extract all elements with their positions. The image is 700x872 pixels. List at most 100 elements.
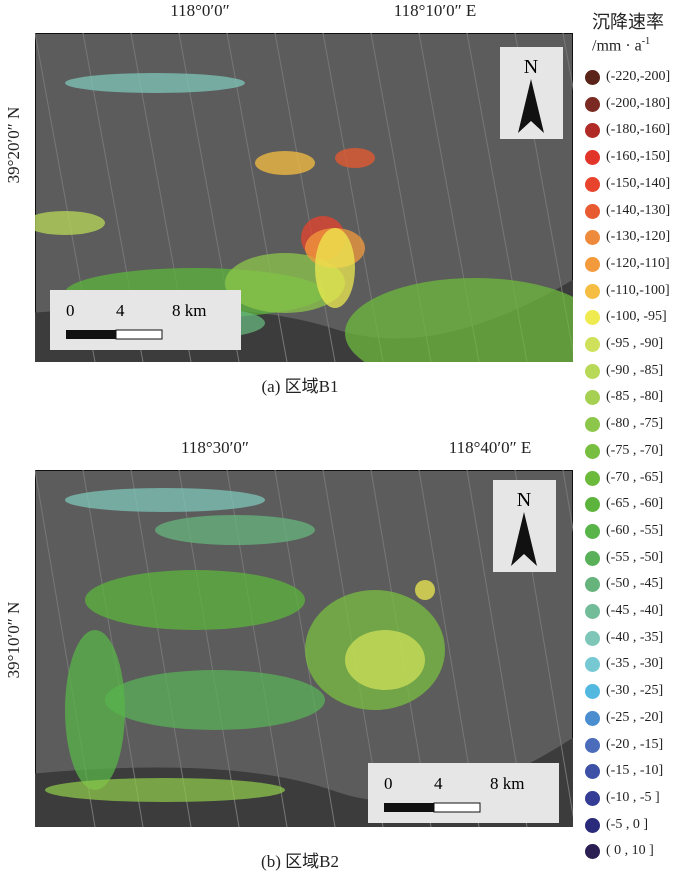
deformation-area (315, 228, 355, 308)
scale-box (368, 763, 559, 823)
scale-label: 8 km (172, 301, 206, 320)
legend-label: (-35 , -30] (606, 656, 664, 672)
scale-label: 0 (384, 774, 393, 793)
legend-label: (-65 , -60] (606, 496, 664, 512)
legend-label: (-70 , -65] (606, 469, 664, 485)
legend-swatch (585, 497, 600, 513)
legend-swatch (585, 256, 600, 272)
legend-swatch (585, 230, 600, 246)
north-label: N (524, 56, 538, 78)
map-image: N 0 4 8 km (35, 33, 573, 362)
legend-swatch (585, 176, 600, 192)
deformation-area (345, 630, 425, 690)
longitude-label: 118°10′0″ E (393, 1, 477, 20)
legend-label: (-120,-110] (606, 255, 670, 271)
legend-label: (-30 , -25] (606, 683, 664, 699)
legend-swatch (585, 844, 600, 860)
legend-swatch (585, 577, 600, 593)
unit-exponent: -1 (641, 36, 651, 47)
legend-label: (-100, -95] (606, 309, 667, 325)
deformation-area (335, 148, 375, 168)
panel-caption: (a) 区域B1 (261, 377, 339, 396)
legend-label: (-110,-100] (606, 282, 670, 298)
legend-swatch (585, 604, 600, 619)
deformation-area (255, 151, 315, 175)
scale-label: 0 (66, 301, 75, 320)
legend-swatch (585, 390, 600, 406)
north-arrow: N (500, 47, 563, 139)
legend-label: (-95 , -90] (606, 336, 664, 351)
longitude-label: 118°0′0″ (170, 1, 230, 20)
legend-label: (-200,-180] (606, 95, 671, 111)
legend-label: (-75 , -70] (606, 442, 664, 458)
legend-swatch (585, 657, 600, 673)
legend-label: (-55 , -50] (606, 549, 664, 565)
legend-label: (-45 , -40] (606, 603, 664, 618)
scale-bar-white (115, 329, 163, 340)
legend-swatch (585, 337, 600, 352)
legend-unit: /mm · a-1 (592, 36, 650, 55)
legend-swatch (585, 150, 600, 166)
deformation-area (105, 670, 325, 730)
legend-label: (-130,-120] (606, 229, 671, 245)
legend-swatch (585, 790, 600, 806)
north-arrow: N (493, 480, 556, 572)
deformation-area (65, 73, 245, 93)
latitude-label: 39°10′0″ N (4, 601, 23, 679)
deformation-area (345, 278, 573, 362)
scale-bar-black (66, 330, 116, 339)
legend-label: (-50 , -45] (606, 576, 664, 592)
north-arrow-shape (511, 512, 537, 566)
legend-label: (-85 , -80] (606, 389, 664, 405)
legend-label: (-10 , -5 ] (606, 789, 660, 805)
legend-swatch (585, 470, 600, 486)
deformation-area (155, 515, 315, 545)
legend-label: (-80 , -75] (606, 416, 664, 432)
road (274, 33, 336, 362)
legend-label: (-20 , -15] (606, 736, 664, 752)
legend-label: (-25 , -20] (606, 709, 664, 725)
legend-swatch (585, 737, 600, 753)
legend-swatch (585, 203, 600, 219)
longitude-label: 118°30′0″ (181, 438, 249, 457)
north-arrow-shape (518, 79, 544, 133)
legend-label: (-180,-160] (606, 122, 671, 138)
scale-bar-white (433, 802, 481, 813)
deformation-area (35, 211, 105, 235)
legend-swatch (585, 630, 600, 646)
legend-label: (-150,-140] (606, 175, 671, 191)
legend-swatch (585, 310, 600, 326)
legend-swatch (585, 363, 600, 379)
latitude-label: 39°20′0″ N (4, 106, 23, 184)
legend-swatch (585, 764, 600, 780)
legend-swatch (585, 443, 600, 459)
north-label: N (517, 489, 531, 511)
deformation-area (65, 630, 125, 790)
legend-swatch (585, 70, 600, 85)
legend-swatch (585, 283, 600, 299)
deformation-area (65, 488, 265, 512)
legend-label: (-160,-150] (606, 149, 671, 165)
legend-swatch (585, 710, 600, 726)
legend-label: (-5 , 0 ] (606, 816, 648, 832)
legend-label: (-140,-130] (606, 202, 671, 218)
panel-caption: (b) 区域B2 (261, 852, 339, 871)
deformation-area (45, 778, 285, 802)
legend-swatch (585, 417, 600, 433)
legend-label: ( 0 , 10 ] (606, 843, 654, 859)
legend-title: 沉降速率 (592, 12, 664, 32)
legend-swatch (585, 523, 600, 539)
legend-label: (-220,-200] (606, 69, 671, 84)
map-image: N 0 4 8 km (35, 470, 573, 827)
scale-label: 8 km (490, 774, 524, 793)
scale-bar-black (384, 803, 434, 812)
legend-swatch (585, 684, 600, 700)
unit: /mm · a (592, 37, 642, 55)
scale-box (50, 290, 241, 350)
deformation-area (415, 580, 435, 600)
legend-label: (-40 , -35] (606, 629, 664, 645)
deformation-area (85, 570, 305, 630)
legend-swatch (585, 550, 600, 566)
legend-label: (-90 , -85] (606, 362, 664, 378)
